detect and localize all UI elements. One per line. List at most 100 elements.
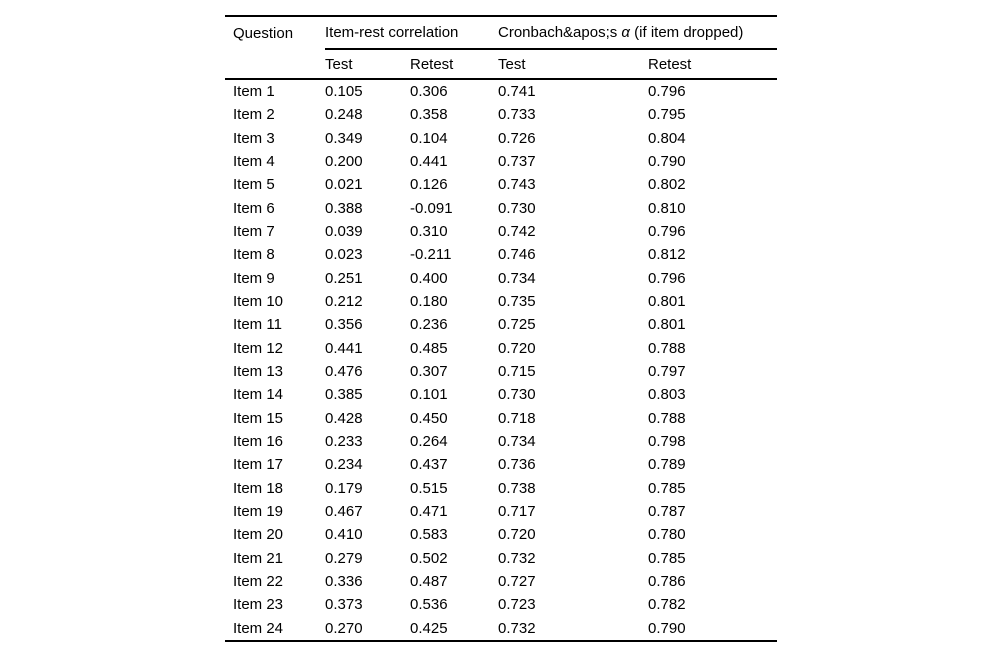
value-cell: 0.718 [498, 409, 536, 427]
table-row: Item 17 0.234 0.437 0.736 0.789 [225, 453, 777, 476]
value-cell: 0.789 [648, 456, 686, 474]
value-cell: 0.270 [325, 619, 363, 637]
value-cell: 0.790 [648, 152, 686, 170]
value-cell: 0.735 [498, 292, 536, 310]
value-cell: 0.306 [410, 83, 448, 100]
value-cell: 0.126 [410, 176, 448, 194]
value-cell: 0.310 [410, 222, 448, 240]
column-header-question: Question [233, 24, 294, 42]
value-cell: 0.737 [498, 152, 536, 170]
reliability-table: Question Item-rest correlation Cronbach&… [225, 15, 777, 642]
value-cell: 0.720 [498, 339, 536, 357]
value-cell: 0.279 [325, 549, 363, 567]
cronbach-prefix-label: Cronbach&apos;s [498, 24, 618, 41]
item-label-cell: Item 5 [233, 176, 275, 194]
value-cell: 0.236 [410, 316, 448, 334]
value-cell: 0.410 [325, 526, 363, 544]
value-cell: 0.307 [410, 362, 448, 380]
table-row: Item 12 0.441 0.485 0.720 0.788 [225, 337, 777, 360]
item-label-cell: Item 9 [233, 269, 275, 287]
value-cell: 0.717 [498, 502, 536, 520]
value-cell: 0.743 [498, 176, 536, 194]
item-label-cell: Item 17 [233, 456, 284, 474]
subheader-test-2: Test [498, 49, 648, 80]
item-label-cell: Item 18 [233, 479, 284, 497]
value-cell: 0.233 [325, 432, 363, 450]
subheader-retest-2: Retest [648, 49, 777, 80]
value-cell: 0.796 [648, 83, 686, 100]
item-label-cell: Item 23 [233, 596, 284, 614]
value-cell: 0.104 [410, 129, 448, 147]
item-label-cell: Item 16 [233, 432, 284, 450]
item-label-cell: Item 8 [233, 246, 275, 264]
value-cell: 0.785 [648, 549, 686, 567]
value-cell: 0.179 [325, 479, 363, 497]
item-label-cell: Item 4 [233, 152, 275, 170]
value-cell: 0.733 [498, 106, 536, 124]
value-cell: 0.798 [648, 432, 686, 450]
table-row: Item 23 0.373 0.536 0.723 0.782 [225, 593, 777, 616]
table-row: Item 6 0.388 -0.091 0.730 0.810 [225, 197, 777, 220]
value-cell: 0.400 [410, 269, 448, 287]
value-cell: 0.730 [498, 199, 536, 217]
value-cell: 0.467 [325, 502, 363, 520]
table-row: Item 8 0.023 -0.211 0.746 0.812 [225, 243, 777, 266]
value-cell: 0.428 [325, 409, 363, 427]
item-label-cell: Item 7 [233, 222, 275, 240]
value-cell: 0.264 [410, 432, 448, 450]
item-label-cell: Item 6 [233, 199, 275, 217]
value-cell: 0.730 [498, 386, 536, 404]
table-row: Item 19 0.467 0.471 0.717 0.787 [225, 500, 777, 523]
value-cell: 0.336 [325, 572, 363, 590]
item-label-cell: Item 21 [233, 549, 284, 567]
value-cell: 0.723 [498, 596, 536, 614]
value-cell: 0.101 [410, 386, 448, 404]
value-cell: 0.782 [648, 596, 686, 614]
value-cell: 0.732 [498, 619, 536, 637]
item-label-cell: Item 12 [233, 339, 284, 357]
alpha-symbol: α [621, 24, 630, 41]
value-cell: 0.487 [410, 572, 448, 590]
value-cell: 0.471 [410, 502, 448, 520]
table-body: Item 1 0.105 0.306 0.741 0.796 Item 2 0.248 0.3… [225, 79, 777, 641]
value-cell: -0.211 [410, 246, 452, 264]
value-cell: 0.450 [410, 409, 448, 427]
value-cell: 0.583 [410, 526, 448, 544]
table-row: Item 4 0.200 0.441 0.737 0.790 [225, 150, 777, 173]
value-cell: 0.788 [648, 339, 686, 357]
value-cell: 0.795 [648, 106, 686, 124]
value-cell: 0.234 [325, 456, 363, 474]
table-row: Item 10 0.212 0.180 0.735 0.801 [225, 290, 777, 313]
group-header-item-rest-label: Item-rest correlation [325, 24, 459, 41]
table-row: Item 2 0.248 0.358 0.733 0.795 [225, 103, 777, 126]
table-row: Item 16 0.233 0.264 0.734 0.798 [225, 430, 777, 453]
table-row: Item 14 0.385 0.101 0.730 0.803 [225, 383, 777, 406]
item-label-cell: Item 3 [233, 129, 275, 147]
subheader-retest-1: Retest [410, 49, 498, 80]
value-cell: 0.200 [325, 152, 363, 170]
value-cell: 0.039 [325, 222, 363, 240]
value-cell: 0.797 [648, 362, 686, 380]
value-cell: 0.746 [498, 246, 536, 264]
value-cell: 0.349 [325, 129, 363, 147]
group-header-row: Question Item-rest correlation Cronbach&… [225, 16, 777, 50]
table-row: Item 11 0.356 0.236 0.725 0.801 [225, 313, 777, 336]
value-cell: 0.105 [325, 83, 363, 100]
value-cell: 0.441 [325, 339, 363, 357]
value-cell: 0.726 [498, 129, 536, 147]
value-cell: 0.385 [325, 386, 363, 404]
value-cell: 0.720 [498, 526, 536, 544]
value-cell: 0.796 [648, 222, 686, 240]
table-row: Item 9 0.251 0.400 0.734 0.796 [225, 267, 777, 290]
value-cell: 0.734 [498, 269, 536, 287]
value-cell: 0.373 [325, 596, 363, 614]
value-cell: 0.788 [648, 409, 686, 427]
value-cell: 0.780 [648, 526, 686, 544]
item-label-cell: Item 24 [233, 619, 284, 637]
value-cell: 0.425 [410, 619, 448, 637]
value-cell: 0.803 [648, 386, 686, 404]
value-cell: 0.727 [498, 572, 536, 590]
value-cell: 0.180 [410, 292, 448, 310]
value-cell: 0.787 [648, 502, 686, 520]
value-cell: 0.437 [410, 456, 448, 474]
